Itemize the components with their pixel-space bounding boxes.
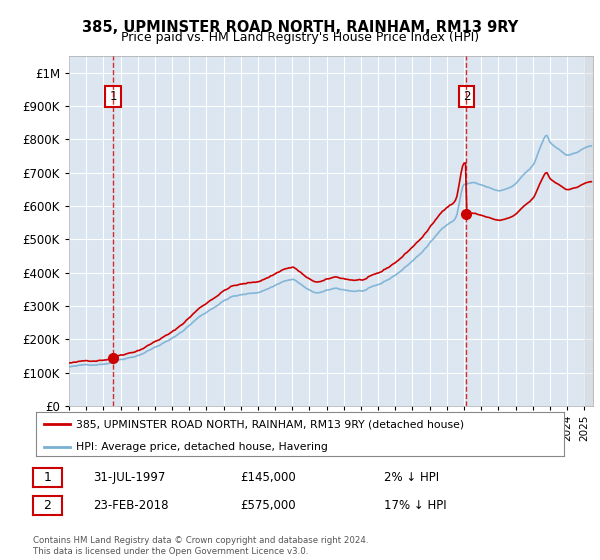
Text: £575,000: £575,000: [240, 498, 296, 512]
Text: Price paid vs. HM Land Registry's House Price Index (HPI): Price paid vs. HM Land Registry's House …: [121, 31, 479, 44]
Text: 23-FEB-2018: 23-FEB-2018: [93, 498, 169, 512]
Text: 2: 2: [43, 498, 52, 512]
Text: Contains HM Land Registry data © Crown copyright and database right 2024.
This d: Contains HM Land Registry data © Crown c…: [33, 536, 368, 556]
Text: 1: 1: [110, 90, 117, 102]
Text: 2: 2: [463, 90, 470, 102]
Text: HPI: Average price, detached house, Havering: HPI: Average price, detached house, Have…: [76, 441, 328, 451]
Text: £145,000: £145,000: [240, 470, 296, 484]
Text: 2% ↓ HPI: 2% ↓ HPI: [384, 470, 439, 484]
Text: 31-JUL-1997: 31-JUL-1997: [93, 470, 166, 484]
Text: 17% ↓ HPI: 17% ↓ HPI: [384, 498, 446, 512]
Text: 385, UPMINSTER ROAD NORTH, RAINHAM, RM13 9RY (detached house): 385, UPMINSTER ROAD NORTH, RAINHAM, RM13…: [76, 419, 464, 429]
Text: 385, UPMINSTER ROAD NORTH, RAINHAM, RM13 9RY: 385, UPMINSTER ROAD NORTH, RAINHAM, RM13…: [82, 20, 518, 35]
Text: 1: 1: [43, 470, 52, 484]
